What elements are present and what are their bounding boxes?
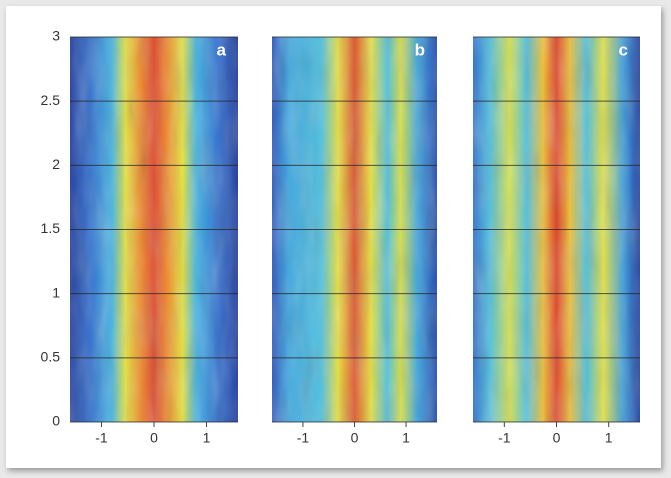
x-tick-label: 1 (605, 430, 613, 446)
y-tick-label: 1.5 (41, 220, 61, 236)
y-tick-label: 1 (52, 284, 60, 300)
y-tick-label: 2.5 (41, 92, 61, 108)
y-tick-label: 2 (52, 156, 60, 172)
x-tick-label: 0 (351, 430, 359, 446)
y-tick-label: 3 (52, 28, 60, 44)
x-tick-label: -1 (498, 430, 511, 446)
x-tick-label: -1 (95, 430, 108, 446)
x-tick-label: 1 (402, 430, 410, 446)
x-tick-label: 0 (553, 430, 561, 446)
y-tick-label: 0 (52, 413, 60, 429)
x-tick-label: 1 (203, 430, 211, 446)
panel-label: a (217, 40, 227, 59)
y-tick-label: 0.5 (41, 349, 61, 365)
panel-label: c (619, 40, 628, 59)
x-tick-label: 0 (150, 430, 158, 446)
panel-label: b (415, 40, 425, 59)
x-tick-label: -1 (297, 430, 310, 446)
